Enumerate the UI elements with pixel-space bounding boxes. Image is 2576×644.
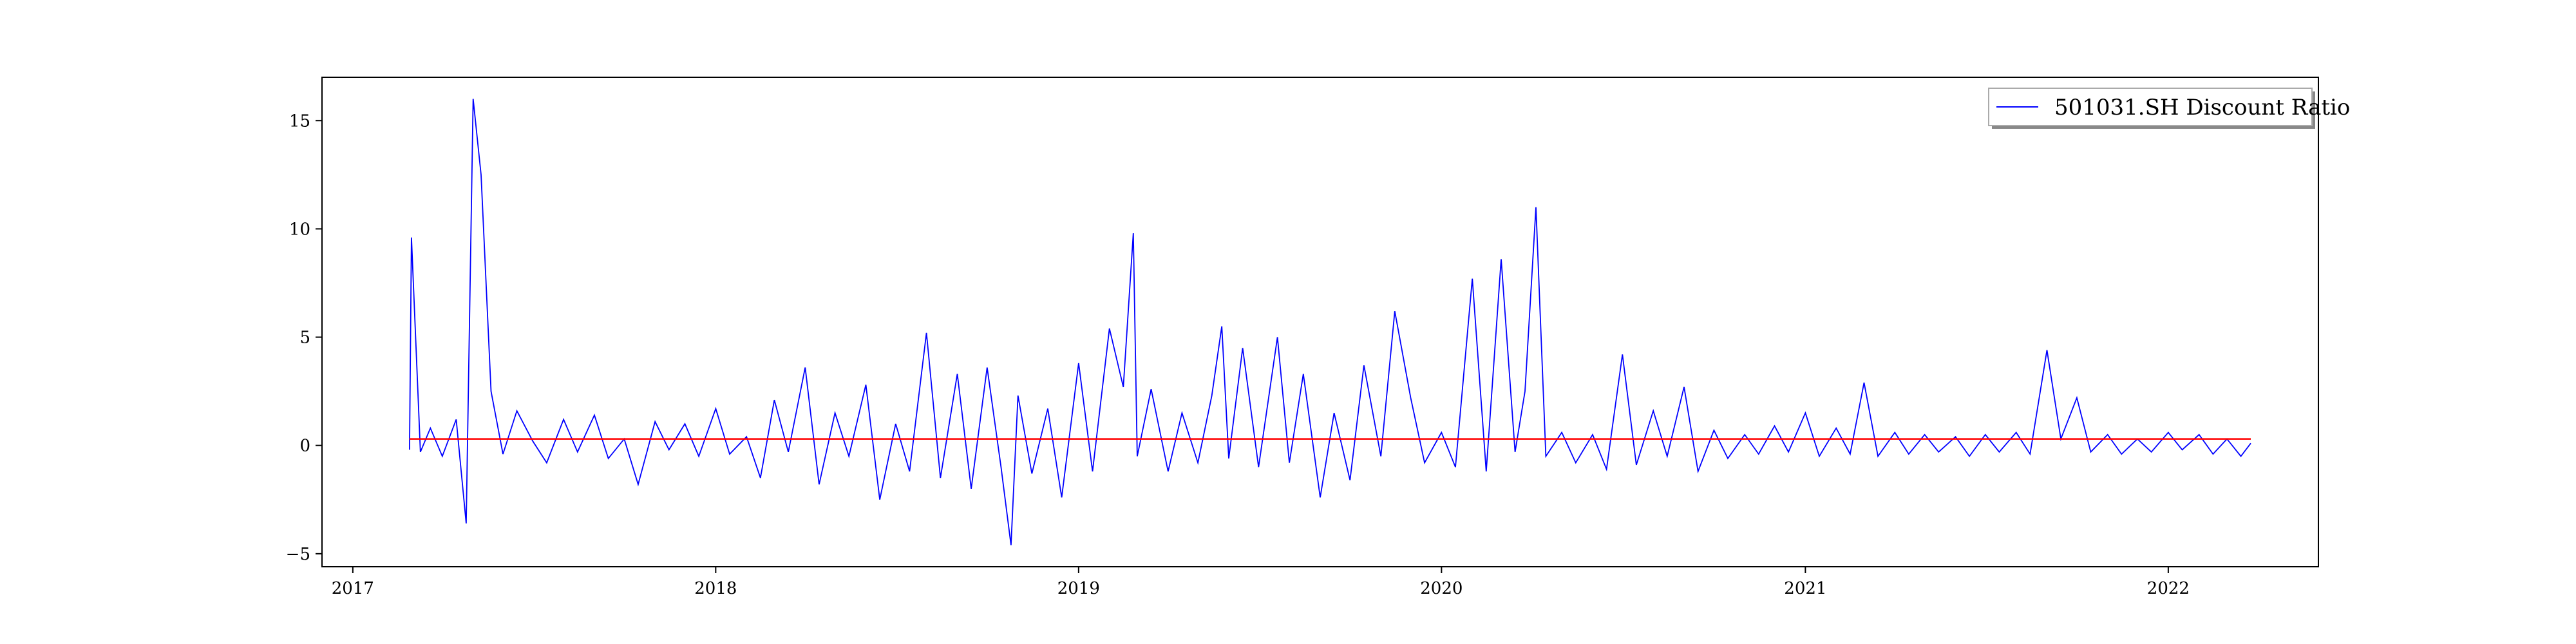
y-tick-label: 5 — [299, 328, 310, 348]
y-tick-label: 0 — [299, 437, 310, 456]
x-tick-label: 2020 — [1420, 579, 1463, 598]
plot-area — [321, 77, 2319, 567]
x-tick-label: 2018 — [694, 579, 737, 598]
series-line-discount-ratio — [409, 99, 2251, 545]
x-tick-label: 2021 — [1784, 579, 1826, 598]
legend-label-discount-ratio: 501031.SH Discount Ratio — [2054, 95, 2350, 120]
x-tick-label: 2022 — [2147, 579, 2190, 598]
series-lines — [409, 99, 2251, 545]
y-tick-label: −5 — [286, 545, 310, 564]
x-tick-label: 2019 — [1057, 579, 1100, 598]
legend: 501031.SH Discount Ratio — [1988, 88, 2350, 129]
y-tick-label: 10 — [289, 220, 310, 239]
x-axis: 2017 2018 2019 2020 2021 2022 — [332, 567, 2190, 598]
legend-box — [1988, 88, 2313, 126]
y-tick-label: 15 — [289, 111, 310, 131]
y-axis: −5 0 5 10 15 — [286, 111, 322, 564]
x-tick-label: 2017 — [332, 579, 374, 598]
